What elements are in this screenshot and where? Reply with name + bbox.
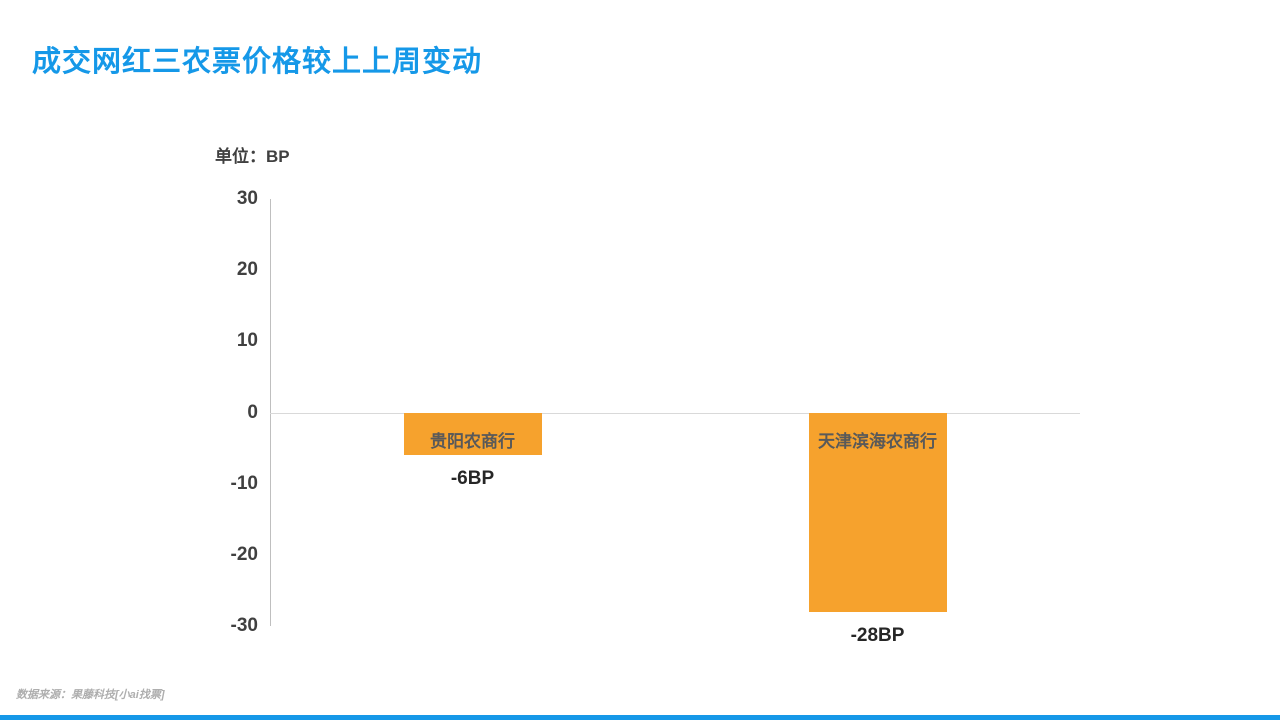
axis-unit-label: 单位：BP (215, 147, 290, 166)
y-tick-label: 30 (236, 188, 258, 209)
page-title: 成交网红三农票价格较上上周变动 (32, 46, 483, 78)
zero-gridline (270, 412, 1080, 414)
bar (808, 412, 947, 612)
bottom-accent-bar (0, 715, 1280, 720)
y-tick-label: 10 (236, 330, 258, 352)
source-footnote: 数据来源：果藤科技[小ai找票] (16, 689, 165, 701)
y-tick-label: -20 (230, 543, 258, 565)
category-label: 天津滨海农商行 (818, 431, 937, 451)
y-tick-label: -30 (230, 615, 258, 636)
y-tick-label: 0 (247, 401, 258, 423)
value-label: -6BP (450, 468, 495, 490)
y-axis: 30 20 10 0 -10 -20 -30 (158, 188, 258, 636)
category-label: 贵阳农商行 (430, 431, 515, 451)
value-label: -28BP (850, 624, 905, 646)
y-tick-label: 20 (236, 259, 258, 281)
y-tick-label: -10 (230, 472, 258, 494)
bar (403, 412, 542, 456)
plot-area: 贵阳农商行 -6BP 天津滨海农商行 -28BP (270, 199, 1080, 646)
